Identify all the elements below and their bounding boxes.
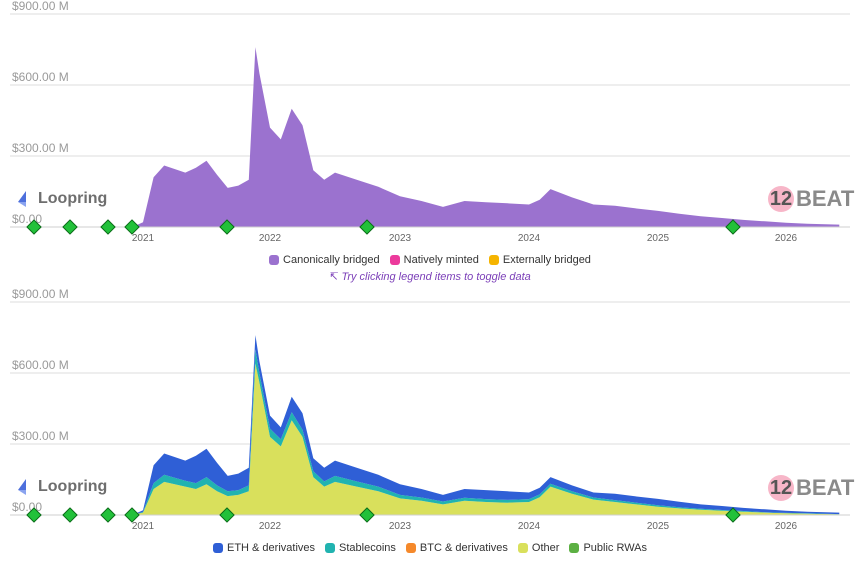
y-tick-label: $600.00 M bbox=[12, 358, 69, 372]
event-marker[interactable] bbox=[124, 219, 140, 235]
x-tick-label: 2023 bbox=[389, 233, 412, 244]
legend-swatch bbox=[212, 543, 223, 553]
x-tick-label: 2026 bbox=[775, 233, 798, 244]
legend-swatch bbox=[325, 543, 336, 553]
event-marker[interactable] bbox=[359, 507, 375, 523]
legend-bottom-item-3[interactable]: Other bbox=[517, 542, 560, 554]
legend-hint: ↸ Try clicking legend items to toggle dat… bbox=[0, 270, 860, 283]
event-marker[interactable] bbox=[100, 507, 116, 523]
project-brand-top: Loopring bbox=[14, 190, 107, 208]
x-tick-label: 2021 bbox=[132, 521, 155, 532]
loopring-logo-icon bbox=[18, 479, 26, 495]
l2beat-watermark-top: 12 BEAT bbox=[768, 186, 854, 212]
x-tick-label: 2026 bbox=[775, 521, 798, 532]
watermark-text: BEAT bbox=[796, 186, 855, 211]
x-tick-label: 2022 bbox=[259, 521, 282, 532]
x-tick-label: 2025 bbox=[647, 521, 670, 532]
event-marker[interactable] bbox=[26, 507, 42, 523]
x-tick-label: 2022 bbox=[259, 233, 282, 244]
event-marker[interactable] bbox=[219, 219, 235, 235]
legend-top-item-1[interactable]: Natively minted bbox=[389, 254, 479, 266]
legend-label: Stablecoins bbox=[339, 542, 396, 554]
legend-bottom-item-2[interactable]: BTC & derivatives bbox=[405, 542, 508, 554]
legend-top-item-0[interactable]: Canonically bridged bbox=[269, 254, 380, 266]
project-brand-bottom: Loopring bbox=[14, 478, 107, 496]
y-tick-label: $600.00 M bbox=[12, 70, 69, 84]
legend-bottom-item-1[interactable]: Stablecoins bbox=[325, 542, 396, 554]
legend-swatch bbox=[488, 255, 499, 265]
x-tick-label: 2025 bbox=[647, 233, 670, 244]
legend-label: BTC & derivatives bbox=[419, 542, 508, 554]
event-marker[interactable] bbox=[725, 507, 741, 523]
legend-swatch bbox=[517, 543, 528, 553]
event-marker[interactable] bbox=[359, 219, 375, 235]
cursor-click-icon: ↸ bbox=[329, 271, 339, 283]
event-marker[interactable] bbox=[26, 219, 42, 235]
x-tick-label: 2021 bbox=[132, 233, 155, 244]
event-marker[interactable] bbox=[725, 219, 741, 235]
project-name: Loopring bbox=[38, 478, 108, 495]
y-tick-label: $300.00 M bbox=[12, 141, 69, 155]
y-tick-label: $900.00 M bbox=[12, 0, 69, 13]
l2beat-watermark-bottom: 12 BEAT bbox=[768, 475, 854, 501]
legend-swatch bbox=[389, 255, 400, 265]
event-marker[interactable] bbox=[219, 507, 235, 523]
area-other bbox=[132, 363, 840, 515]
legend-swatch bbox=[269, 255, 280, 265]
legend-bottom: ETH & derivatives Stablecoins BTC & deriva… bbox=[0, 542, 860, 554]
project-name: Loopring bbox=[38, 190, 108, 207]
y-tick-label: $900.00 M bbox=[12, 287, 69, 301]
legend-label: Externally bridged bbox=[502, 254, 591, 266]
legend-label: ETH & derivatives bbox=[226, 542, 316, 554]
legend-top-item-2[interactable]: Externally bridged bbox=[488, 254, 591, 266]
legend-swatch bbox=[569, 543, 580, 553]
event-marker[interactable] bbox=[124, 507, 140, 523]
legend-label: Public RWAs bbox=[583, 542, 648, 554]
area-eth-derivatives bbox=[132, 335, 840, 515]
legend-label: Other bbox=[531, 542, 560, 554]
legend-label: Natively minted bbox=[403, 254, 479, 266]
legend-bottom-item-4[interactable]: Public RWAs bbox=[569, 542, 647, 554]
x-tick-label: 2023 bbox=[389, 521, 412, 532]
watermark-digit: 12 bbox=[769, 187, 793, 210]
legend-swatch bbox=[405, 543, 416, 553]
legend-label: Canonically bridged bbox=[283, 254, 380, 266]
legend-top: Canonically bridged Natively minted Extern… bbox=[0, 254, 860, 266]
area-canonically-bridged bbox=[132, 47, 840, 227]
l2beat-logo-icon: 12 bbox=[768, 186, 794, 212]
l2beat-logo-icon: 12 bbox=[768, 475, 794, 501]
y-tick-label: $300.00 M bbox=[12, 429, 69, 443]
event-marker[interactable] bbox=[100, 219, 116, 235]
watermark-digit: 12 bbox=[769, 476, 793, 499]
watermark-text: BEAT bbox=[796, 475, 855, 500]
legend-bottom-item-0[interactable]: ETH & derivatives bbox=[212, 542, 316, 554]
loopring-logo-icon bbox=[18, 191, 26, 207]
event-marker[interactable] bbox=[62, 219, 78, 235]
hint-text: Try clicking legend items to toggle data bbox=[341, 271, 531, 283]
x-tick-label: 2024 bbox=[518, 233, 541, 244]
x-tick-label: 2024 bbox=[518, 521, 541, 532]
event-marker[interactable] bbox=[62, 507, 78, 523]
